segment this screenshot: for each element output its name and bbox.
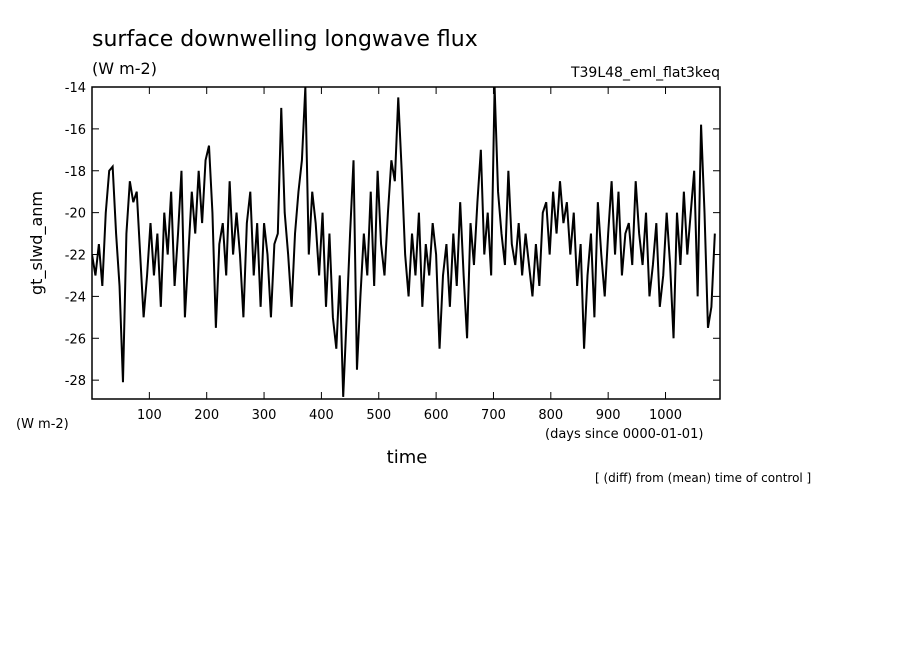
y-tick-label: -14 — [65, 81, 86, 96]
x-tick-label: 200 — [194, 408, 219, 423]
annotation: T39L48_eml_flat3keq — [570, 65, 720, 81]
x-tick-label: 600 — [424, 408, 449, 423]
chart-subtitle: (W m-2) — [92, 59, 157, 78]
y-tick-label: -26 — [65, 332, 86, 347]
y-axis-label: gt_slwd_anm — [27, 191, 47, 295]
plot-frame — [91, 86, 721, 400]
x-tick-label: 900 — [596, 408, 621, 423]
y-tick-label: -16 — [65, 123, 86, 138]
x-tick-label: 500 — [366, 408, 391, 423]
x-unit: (days since 0000-01-01) — [545, 427, 703, 442]
x-tick-label: 100 — [137, 408, 162, 423]
x-tick-label: 300 — [252, 408, 277, 423]
y-tick-label: -28 — [65, 374, 86, 389]
chart-title: surface downwelling longwave flux — [92, 27, 478, 52]
data-line — [92, 87, 716, 397]
y-unit: (W m-2) — [16, 417, 69, 432]
x-tick-label: 400 — [309, 408, 334, 423]
y-tick-label: -22 — [65, 249, 86, 264]
x-tick-label: 1000 — [649, 408, 682, 423]
y-tick-label: -24 — [65, 290, 86, 305]
x-axis-label: time — [387, 447, 428, 468]
x-tick-label: 700 — [481, 408, 506, 423]
note: [ (diff) from (mean) time of control ] — [595, 471, 811, 485]
y-tick-label: -20 — [65, 207, 86, 222]
y-tick-label: -18 — [65, 165, 86, 180]
x-tick-label: 800 — [538, 408, 563, 423]
